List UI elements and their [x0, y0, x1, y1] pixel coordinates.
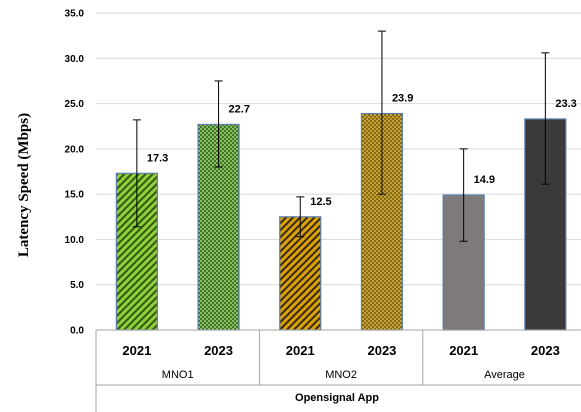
data-label: 22.7 — [229, 103, 250, 115]
y-tick-label: 0.0 — [70, 326, 84, 337]
data-label: 14.9 — [474, 174, 495, 186]
data-label: 23.9 — [392, 93, 413, 105]
error-bar — [296, 196, 305, 238]
error-bar — [214, 80, 223, 168]
error-bar — [377, 30, 386, 195]
group-label: MNO2 — [325, 369, 357, 381]
x-tick-label: 2023 — [204, 343, 233, 358]
y-axis-label: Latency Speed (Mbps) — [16, 113, 32, 257]
data-label: 17.3 — [147, 152, 168, 164]
error-bar — [459, 148, 468, 242]
bar — [360, 112, 404, 331]
gridlines — [96, 12, 581, 331]
category-labels: 2021 2023 2021 2023 2021 2023 — [122, 343, 559, 358]
group-label: Average — [484, 369, 525, 381]
y-tick-label: 35.0 — [65, 9, 85, 20]
y-tick-label: 25.0 — [65, 99, 85, 110]
error-bars — [132, 30, 550, 242]
y-ticks: 0.0 5.0 10.0 15.0 20.0 25.0 30.0 35.0 — [65, 9, 85, 337]
group-labels: MNO1 MNO2 Average — [162, 369, 525, 381]
y-tick-label: 30.0 — [65, 54, 85, 65]
x-axis — [95, 329, 581, 412]
y-tick-label: 10.0 — [65, 235, 85, 246]
data-label: 23.3 — [555, 98, 576, 110]
bars — [115, 112, 567, 331]
error-bar — [132, 119, 141, 228]
x-tick-label: 2023 — [367, 343, 396, 358]
y-tick-label: 20.0 — [65, 144, 85, 155]
x-tick-label: 2021 — [122, 343, 151, 358]
y-tick-label: 15.0 — [65, 190, 85, 201]
data-labels: 17.3 22.7 12.5 23.9 14.9 23.3 — [147, 93, 577, 208]
x-tick-label: 2021 — [286, 343, 315, 358]
x-tick-label: 2021 — [449, 343, 478, 358]
top-group-label: Opensignal App — [295, 392, 379, 404]
error-bar — [541, 52, 550, 185]
y-tick-label: 5.0 — [70, 280, 84, 291]
x-tick-label: 2023 — [531, 343, 560, 358]
group-label: MNO1 — [162, 369, 194, 381]
data-label: 12.5 — [310, 196, 331, 208]
